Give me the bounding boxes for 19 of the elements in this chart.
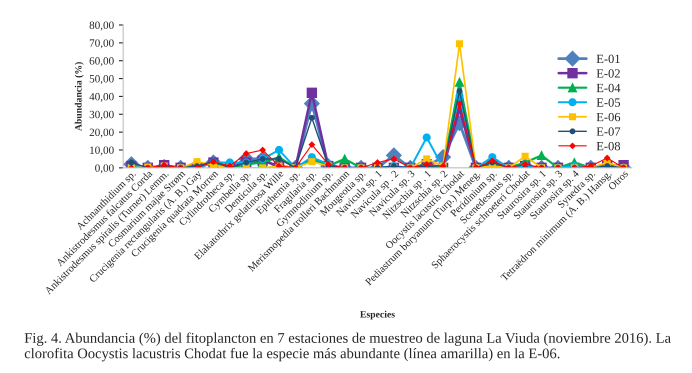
- y-tick-label: 40,00: [89, 92, 114, 102]
- y-tick-label: 70,00: [90, 39, 114, 48]
- x-axis-title: Especies: [360, 310, 395, 320]
- legend-label: E-06: [596, 112, 620, 122]
- y-tick-label: 80,00: [90, 21, 114, 31]
- legend-label: E-01: [596, 54, 620, 64]
- caption: Fig. 4. Abundancia (%) del fitoplancton en 7 estaciones de muestreo de laguna La Viuda (noviembre 2016). La clorofita Oocystis lacustris Chodat fue la especie más abundante (línea amarilla) en la E-06.: [24, 332, 671, 362]
- y-tick-label: 50,00: [90, 75, 114, 84]
- y-tick-label: 60,00: [90, 57, 114, 66]
- legend-label: E-04: [596, 84, 620, 92]
- y-tick-label: 0,00: [95, 164, 114, 174]
- y-tick-label: 10,00: [90, 146, 114, 156]
- y-tick-label: 30,00: [90, 110, 114, 120]
- y-tick-label: 20,00: [90, 128, 114, 138]
- y-axis-title: Abundancia (%): [74, 62, 84, 132]
- legend-label: E-08: [596, 142, 620, 150]
- legend-label: E-05: [596, 98, 620, 107]
- legend-label: E-07: [596, 127, 620, 136]
- legend-label: E-02: [596, 69, 620, 78]
